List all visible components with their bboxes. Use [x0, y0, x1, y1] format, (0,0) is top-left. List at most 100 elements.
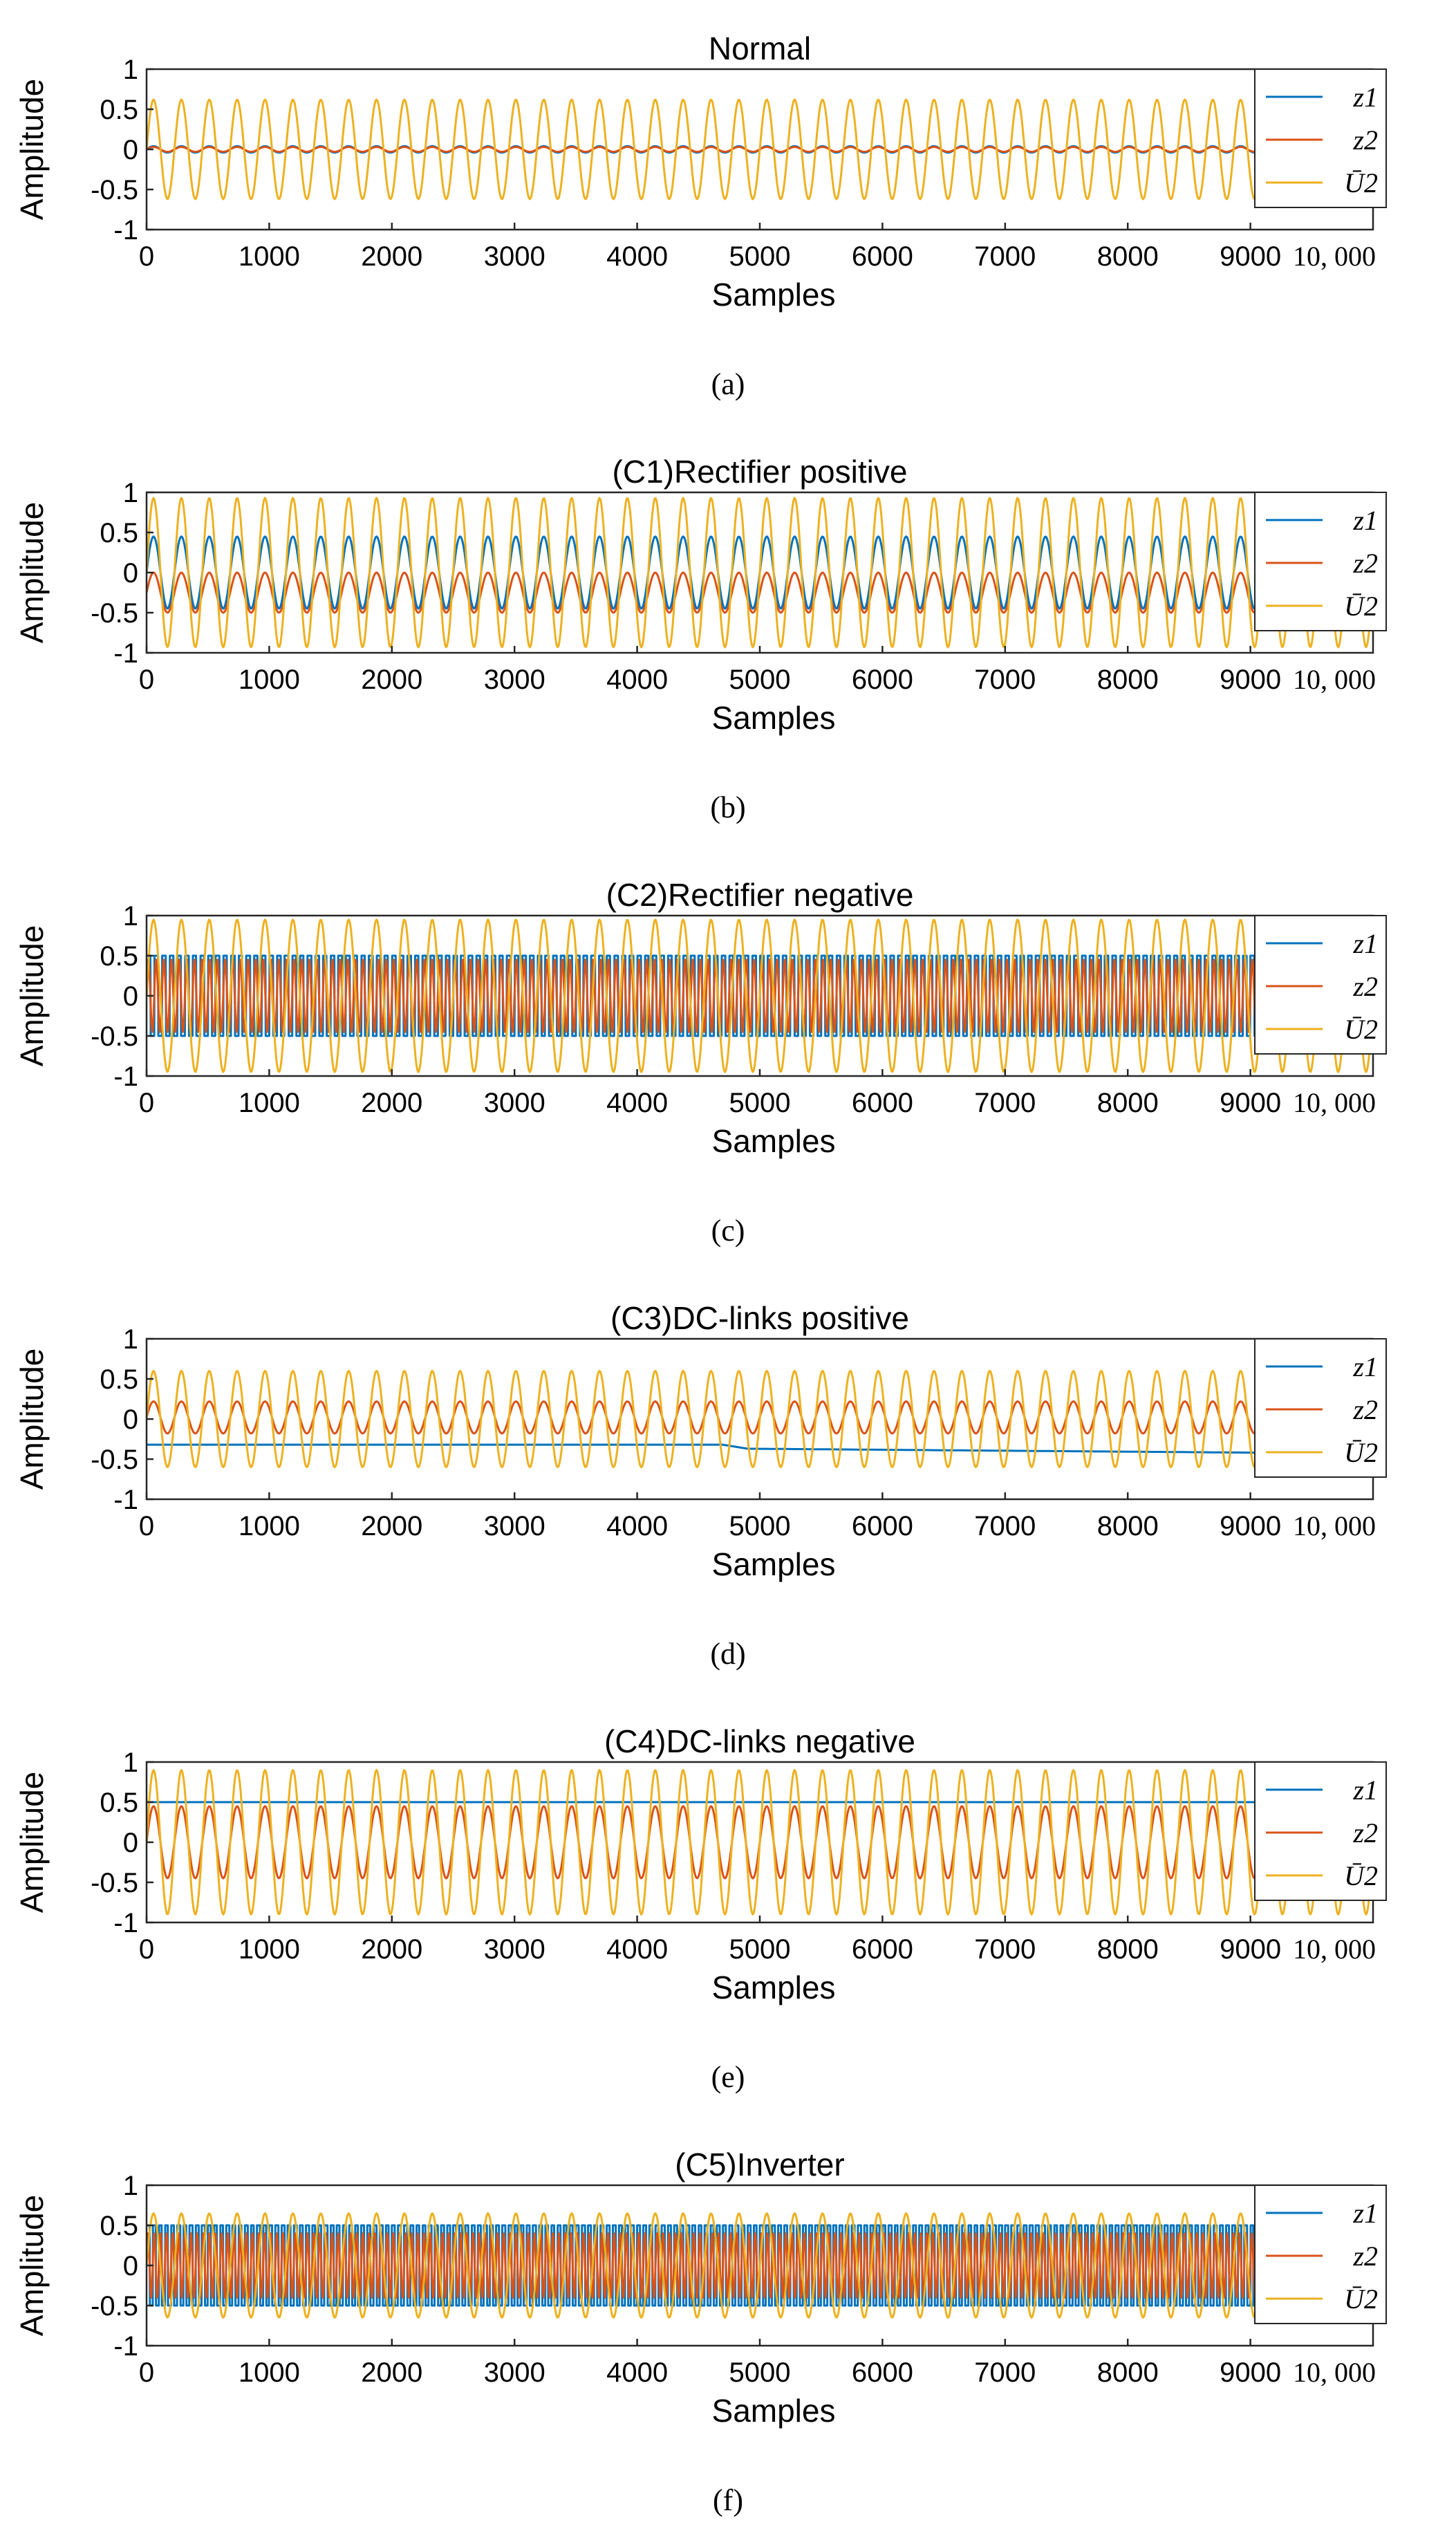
- legend-entry: Ū2: [1344, 591, 1378, 622]
- legend-entry: z2: [1352, 971, 1378, 1002]
- series-line-2: [147, 571, 1373, 614]
- y-tick-label: 0: [123, 1828, 138, 1858]
- y-tick-label: 0.5: [100, 2211, 138, 2241]
- x-tick-label: 6000: [852, 1088, 913, 1118]
- legend-entry: z2: [1352, 1817, 1378, 1848]
- series-line-3: [147, 98, 1373, 201]
- x-tick-label: 7000: [974, 241, 1036, 272]
- x-tick-label: 1000: [239, 241, 300, 272]
- x-tick-label: 9000: [1220, 665, 1281, 695]
- legend-entry: Ū2: [1344, 1014, 1378, 1045]
- x-tick-label: 7000: [974, 1088, 1036, 1118]
- plot-area: [147, 918, 1373, 1073]
- y-tick-label: 1: [123, 2171, 138, 2201]
- y-tick-label: -1: [113, 1908, 138, 1938]
- y-axis-label: Amplitude: [14, 502, 50, 644]
- legend: z1 z2 Ū2: [1254, 492, 1387, 631]
- y-tick-label: 0: [123, 558, 138, 588]
- x-tick-label: 7000: [974, 2357, 1036, 2388]
- plot-area: [147, 2212, 1373, 2319]
- legend: z1 z2 Ū2: [1254, 915, 1387, 1055]
- x-tick-label: 9000: [1220, 1934, 1281, 1965]
- plot-area: [147, 98, 1373, 201]
- legend-box: [1254, 1338, 1387, 1478]
- x-tick-label: 1000: [239, 1511, 300, 1541]
- x-tick-label: 5000: [729, 241, 791, 272]
- chart-title: (C2)Rectifier negative: [606, 877, 914, 913]
- y-tick-label: -1: [113, 215, 138, 245]
- x-axis-label: Samples: [712, 277, 836, 313]
- y-tick-label: -1: [113, 638, 138, 669]
- legend-entry: z1: [1352, 1774, 1378, 1806]
- y-axis-label: Amplitude: [14, 925, 50, 1067]
- x-tick-label: 5000: [729, 2357, 791, 2388]
- y-tick-label: 0.5: [100, 95, 138, 125]
- legend-entry: z1: [1352, 928, 1378, 959]
- y-axis-label: Amplitude: [14, 1772, 50, 1913]
- legend: z1 z2 Ū2: [1254, 68, 1387, 208]
- y-axis-label: Amplitude: [14, 79, 50, 221]
- x-tick-label: 7000: [974, 1934, 1036, 1965]
- x-tick-label: 10, 000: [1293, 1087, 1376, 1118]
- series-line-3: [147, 497, 1373, 649]
- x-tick-label: 8000: [1097, 1934, 1159, 1965]
- chart-title: Normal: [709, 30, 811, 66]
- x-tick-label: 6000: [852, 665, 913, 695]
- x-tick-label: 8000: [1097, 665, 1159, 695]
- x-axis-label: Samples: [712, 2393, 836, 2429]
- x-tick-label: 6000: [852, 2357, 913, 2388]
- x-tick-label: 7000: [974, 1511, 1036, 1541]
- legend-entry: z2: [1352, 124, 1378, 156]
- x-tick-label: 9000: [1220, 241, 1281, 272]
- legend-entry: z1: [1352, 82, 1378, 113]
- x-tick-label: 2000: [361, 1934, 422, 1965]
- x-tick-label: 0: [139, 1088, 154, 1118]
- panel-caption: (c): [711, 1214, 745, 1248]
- x-tick-label: 3000: [484, 241, 545, 272]
- x-tick-label: 8000: [1097, 2357, 1159, 2388]
- x-axis-label: Samples: [712, 1546, 836, 1582]
- panel-caption: (e): [711, 2060, 745, 2094]
- y-tick-label: -0.5: [91, 598, 138, 629]
- plot-area: [147, 1369, 1373, 1469]
- y-tick-label: -1: [113, 1062, 138, 1092]
- series-line-1: [147, 1443, 1373, 1455]
- x-tick-label: 10, 000: [1293, 1934, 1376, 1965]
- x-tick-label: 0: [139, 1511, 154, 1541]
- legend-entry: z2: [1352, 1394, 1378, 1425]
- y-tick-label: 1: [123, 478, 138, 508]
- y-tick-label: 0.5: [100, 518, 138, 548]
- x-tick-label: 5000: [729, 1088, 791, 1118]
- x-tick-label: 8000: [1097, 1511, 1159, 1541]
- y-tick-label: 0: [123, 981, 138, 1012]
- legend-entry: z1: [1352, 2198, 1378, 2229]
- legend-box: [1254, 915, 1387, 1055]
- x-tick-label: 10, 000: [1293, 2357, 1376, 2388]
- x-tick-label: 2000: [361, 2357, 422, 2388]
- y-tick-label: 1: [123, 1748, 138, 1778]
- x-tick-label: 10, 000: [1293, 664, 1376, 695]
- y-tick-label: -0.5: [91, 1868, 138, 1898]
- y-tick-label: -0.5: [91, 1021, 138, 1052]
- legend-box: [1254, 492, 1387, 631]
- x-tick-label: 4000: [606, 1088, 668, 1118]
- panel-caption: (f): [713, 2483, 743, 2517]
- x-tick-label: 1000: [239, 2357, 300, 2388]
- legend-entry: Ū2: [1344, 1860, 1378, 1891]
- x-tick-label: 4000: [606, 241, 668, 272]
- chart-title: (C1)Rectifier positive: [613, 454, 908, 490]
- y-tick-label: -0.5: [91, 175, 138, 205]
- series-line-3: [147, 918, 1373, 1073]
- y-tick-label: -1: [113, 2331, 138, 2362]
- legend-entry: Ū2: [1344, 167, 1378, 198]
- legend-entry: z1: [1352, 1351, 1378, 1382]
- y-tick-label: 1: [123, 901, 138, 931]
- panel-caption: (d): [710, 1637, 745, 1671]
- x-tick-label: 4000: [606, 2357, 668, 2388]
- legend-box: [1254, 2185, 1387, 2324]
- x-tick-label: 2000: [361, 241, 422, 272]
